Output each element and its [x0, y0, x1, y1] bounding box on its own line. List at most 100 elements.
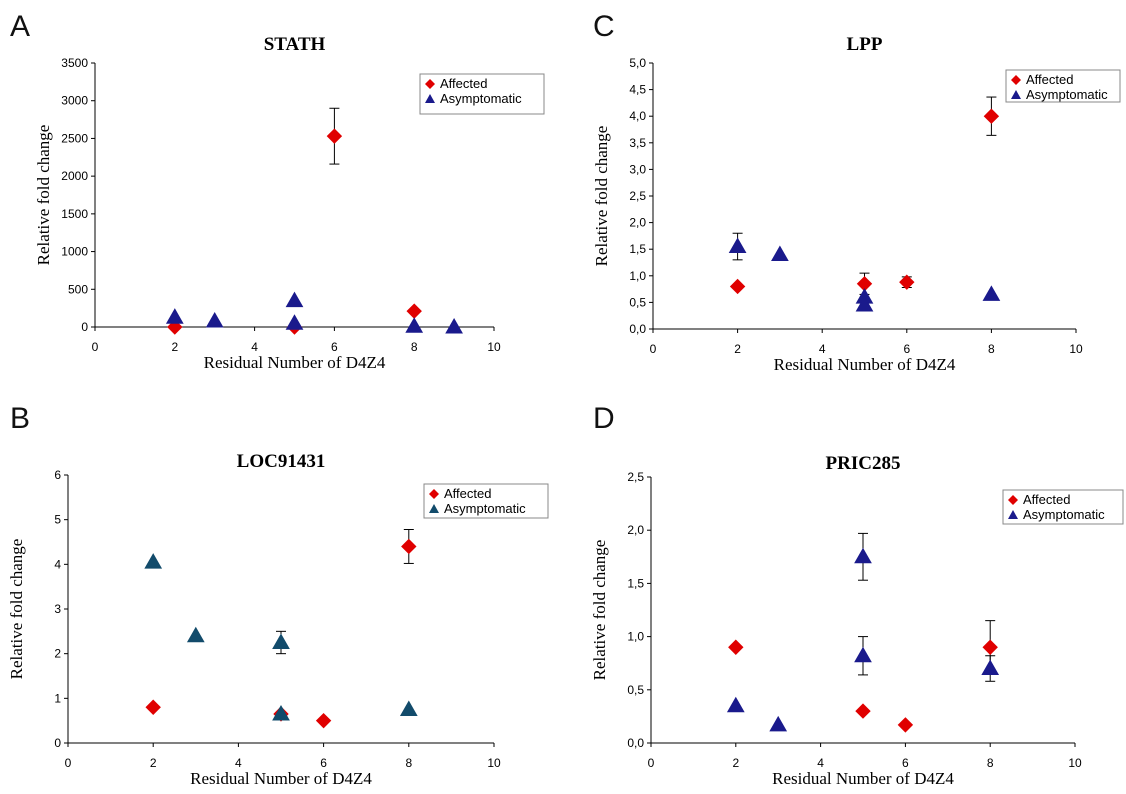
affected-point	[406, 303, 422, 319]
legend-label: Asymptomatic	[1023, 507, 1105, 522]
legend-asymptomatic-marker	[1011, 90, 1021, 99]
chart-title: STATH	[264, 34, 326, 55]
asymptomatic-point	[285, 291, 304, 308]
x-tick-label: 8	[405, 756, 412, 770]
affected-point	[401, 538, 417, 555]
y-tick-label: 4,5	[629, 83, 646, 97]
x-tick-label: 4	[235, 756, 242, 770]
affected-point	[326, 128, 343, 144]
y-axis-title: Relative fold change	[592, 126, 611, 267]
legend-box	[1002, 489, 1124, 525]
asymptomatic-point	[272, 704, 290, 721]
legend-label: Asymptomatic	[1026, 87, 1108, 102]
legend-affected-marker	[429, 489, 439, 499]
x-tick-label: 4	[817, 756, 824, 770]
y-tick-label: 6	[54, 468, 61, 482]
affected-point	[897, 717, 914, 733]
asymptomatic-point	[728, 237, 747, 254]
x-tick-label: 6	[903, 342, 910, 356]
y-tick-label: 0,5	[629, 295, 646, 309]
y-tick-label: 2,0	[627, 523, 644, 537]
legend-box	[423, 483, 549, 519]
asymptomatic-point	[399, 700, 418, 716]
y-tick-label: 3,5	[629, 136, 646, 150]
x-tick-label: 4	[251, 340, 258, 354]
y-tick-label: 0	[54, 736, 61, 750]
x-tick-label: 8	[411, 340, 418, 354]
x-tick-label: 4	[819, 342, 826, 356]
x-axis-title: Residual Number of D4Z4	[772, 769, 954, 788]
y-axis-title: Relative fold change	[7, 539, 26, 680]
legend-label: Affected	[440, 76, 487, 91]
legend-asymptomatic-marker	[429, 504, 439, 513]
y-tick-label: 1,0	[627, 630, 644, 644]
legend-label: Asymptomatic	[444, 501, 526, 516]
affected-point	[982, 639, 998, 655]
y-tick-label: 2,5	[629, 189, 646, 203]
x-tick-label: 0	[92, 340, 99, 354]
asymptomatic-point	[769, 715, 788, 732]
legend-box	[419, 73, 545, 115]
affected-point	[855, 703, 871, 719]
affected-point	[728, 639, 744, 655]
chart-title: LOC91431	[237, 451, 326, 472]
y-tick-label: 3	[54, 602, 61, 616]
y-tick-label: 1,5	[627, 576, 644, 590]
asymptomatic-point	[405, 317, 424, 333]
x-tick-label: 10	[487, 340, 501, 354]
y-tick-label: 5,0	[629, 56, 646, 70]
x-axis-title: Residual Number of D4Z4	[190, 769, 372, 788]
y-tick-label: 0,0	[629, 322, 646, 336]
y-tick-label: 0,5	[627, 683, 644, 697]
y-tick-label: 500	[68, 282, 88, 296]
x-axis-title: Residual Number of D4Z4	[774, 355, 956, 374]
chart-title: LPP	[847, 34, 883, 55]
asymptomatic-point	[144, 553, 163, 569]
panel-letter: C	[593, 10, 615, 43]
x-tick-label: 10	[1069, 342, 1083, 356]
y-tick-label: 2,5	[627, 470, 644, 484]
asymptomatic-point	[272, 633, 290, 649]
panel-letter: D	[593, 402, 615, 435]
asymptomatic-point	[726, 696, 745, 713]
asymptomatic-point	[982, 285, 1001, 301]
x-tick-label: 10	[1068, 756, 1082, 770]
x-axis-title: Residual Number of D4Z4	[204, 353, 386, 372]
chart-panel-c: C LPP 0,0 0,5 1,0 1,5 2,0 2,5 3,0 3,5 4,0 4,5 5,0 0 2 4…	[592, 10, 1121, 374]
y-tick-label: 1500	[61, 207, 88, 221]
y-tick-label: 4	[54, 557, 61, 571]
x-tick-label: 2	[732, 756, 739, 770]
panel-letter: B	[10, 402, 30, 435]
legend-box	[1005, 69, 1121, 103]
legend-label: Affected	[444, 486, 491, 501]
asymptomatic-point	[771, 245, 789, 262]
affected-point	[315, 712, 332, 729]
y-axis-title: Relative fold change	[34, 125, 53, 266]
x-tick-label: 10	[487, 756, 501, 770]
asymptomatic-point	[854, 547, 872, 564]
chart-panel-a: A STATH 0 500 1000 1500 2000 2500 3000 3500 0 2 4 6 8 1…	[10, 10, 545, 372]
affected-point	[983, 108, 1000, 124]
y-tick-label: 2000	[61, 169, 88, 183]
y-tick-label: 1	[54, 691, 61, 705]
y-tick-label: 0	[81, 320, 88, 334]
y-tick-label: 3500	[61, 56, 88, 70]
affected-point	[145, 699, 161, 715]
asymptomatic-point	[855, 296, 874, 312]
x-tick-label: 2	[150, 756, 157, 770]
asymptomatic-point	[186, 626, 205, 643]
y-tick-label: 2,0	[629, 216, 646, 230]
legend-affected-marker	[1008, 495, 1018, 505]
x-tick-label: 0	[648, 756, 655, 770]
legend-asymptomatic-marker	[1008, 510, 1018, 519]
asymptomatic-point	[445, 317, 463, 334]
y-tick-label: 0,0	[627, 736, 644, 750]
x-tick-label: 6	[331, 340, 338, 354]
x-tick-label: 0	[65, 756, 72, 770]
legend-label: Asymptomatic	[440, 91, 522, 106]
